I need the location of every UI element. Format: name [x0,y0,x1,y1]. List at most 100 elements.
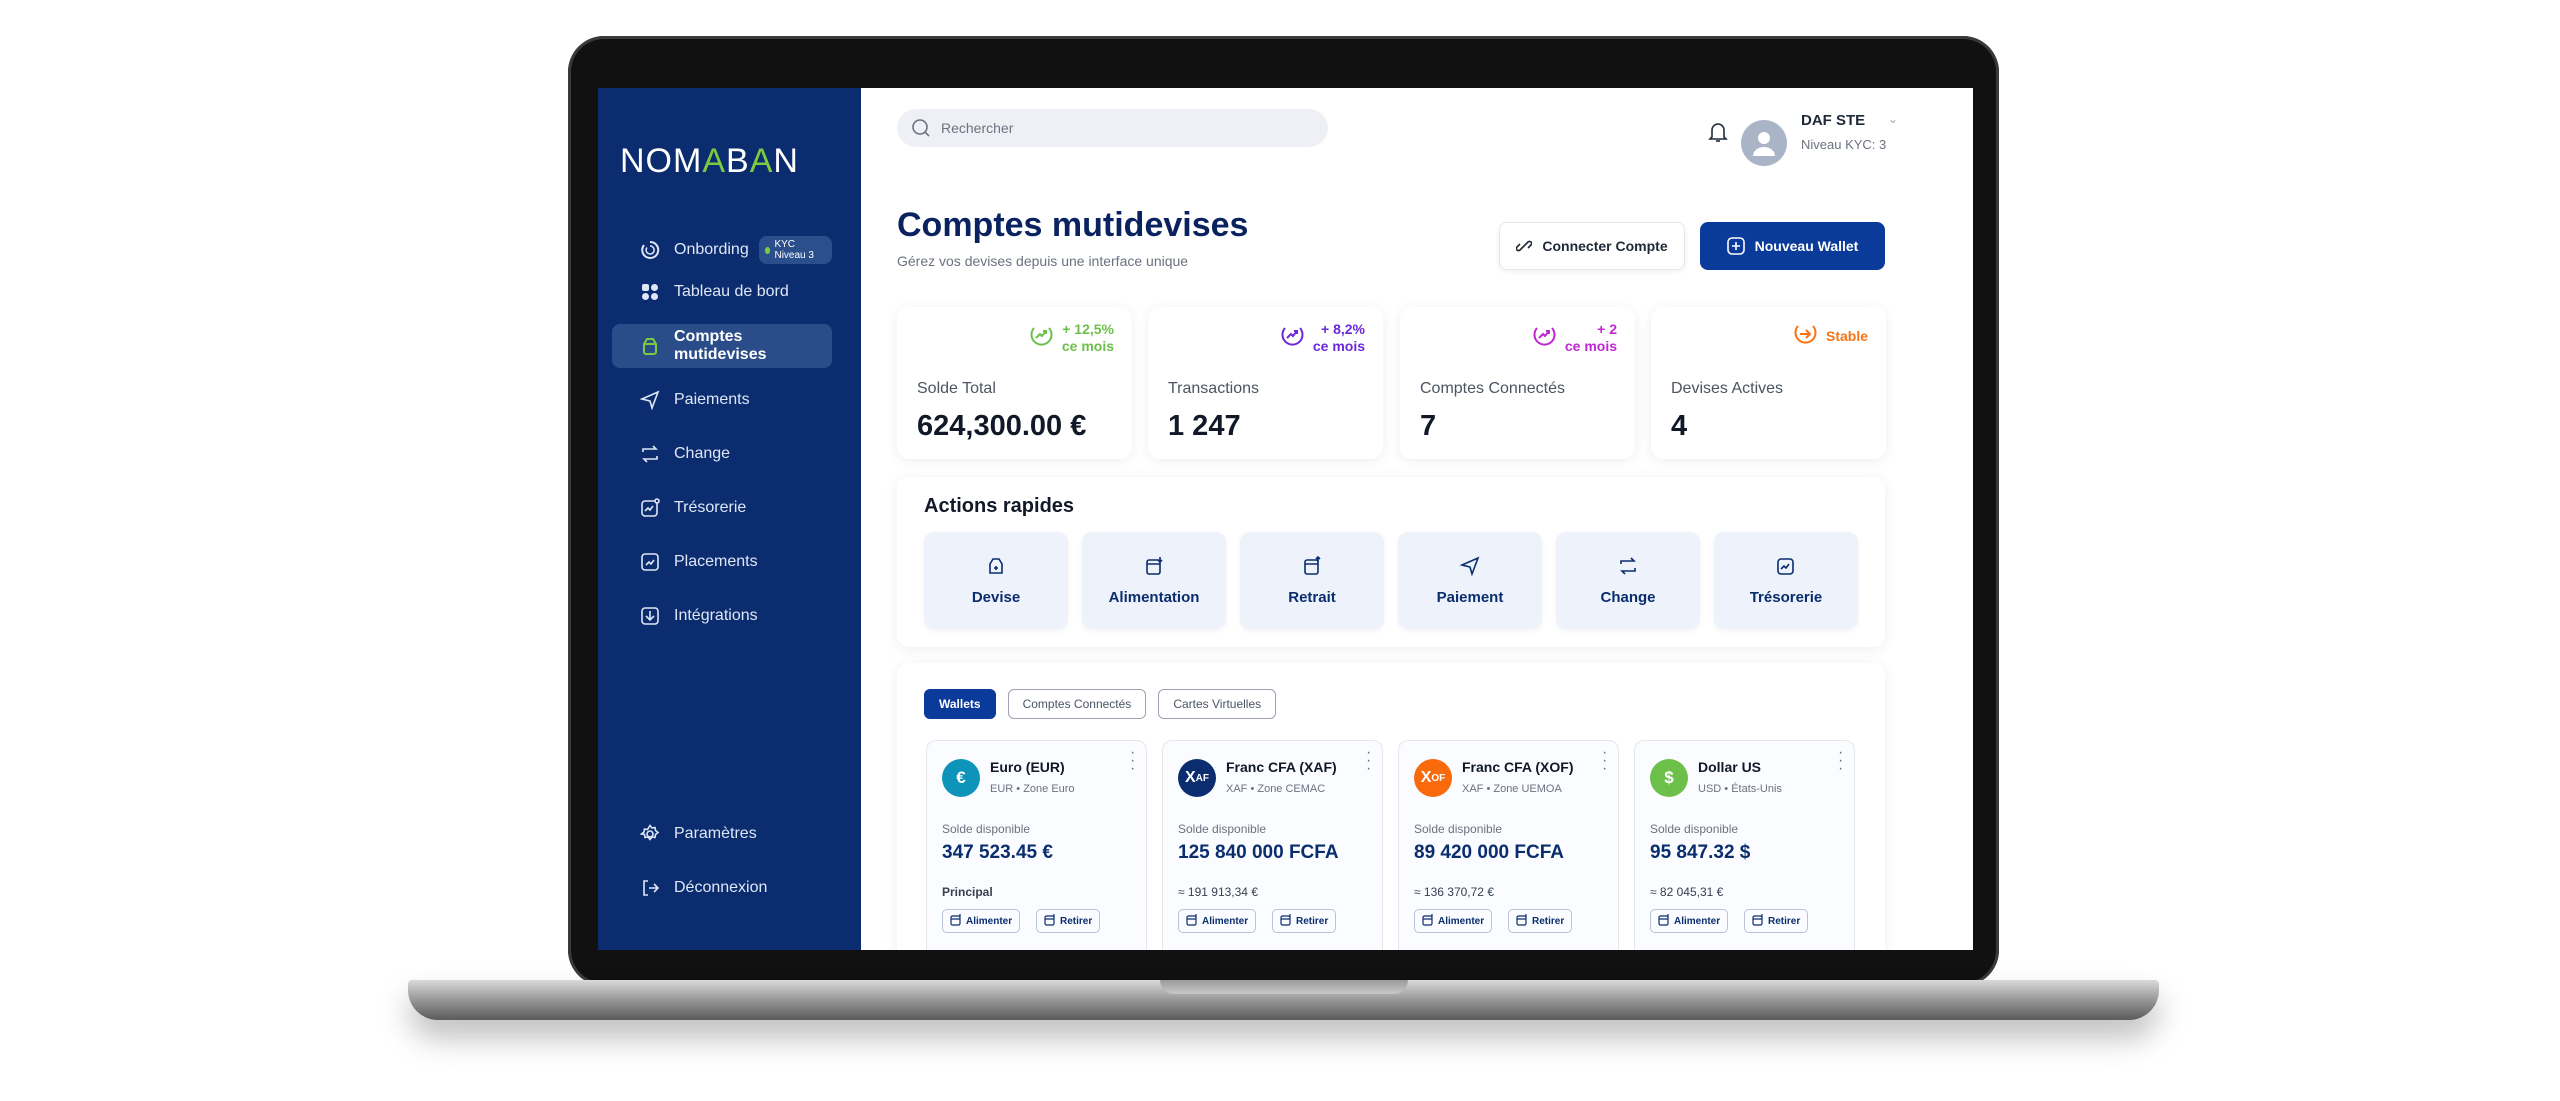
wallet-card[interactable]: X AF Franc CFA (XAF) XAF • Zone CEMAC · · ·… [1162,740,1383,950]
wallet-extra: ≈ 82 045,31 € [1650,885,1724,899]
bell-icon[interactable] [1708,121,1728,143]
trend-up-icon [1028,323,1054,353]
app-screen: NOMABAN Onbording KYC Niveau 3 Tableau d… [598,88,1973,950]
sidebar-item-label: Change [674,445,731,462]
top-up-icon [1658,913,1670,929]
quick-action-label: Trésorerie [1749,589,1823,606]
quick-action-label: Change [1600,589,1656,606]
more-options-icon[interactable]: · · · [1130,744,1136,777]
trend-value: + 2 [1597,321,1617,337]
trend-up-icon [1531,323,1557,353]
stat-card: + 12,5% ce mois Solde Total 624,300.00 € [897,307,1132,459]
fund-button[interactable]: Alimenter [1650,909,1729,933]
laptop-base [408,980,2159,1020]
balance-label: Solde disponible [1414,822,1503,836]
wallet-card[interactable]: X OF Franc CFA (XOF) XAF • Zone UEMOA · · ·… [1398,740,1619,950]
fund-button[interactable]: Alimenter [942,909,1021,933]
user-kyc-level: Niveau KYC: 3 [1801,137,1887,152]
sidebar-item-integrations[interactable]: Intégrations [612,594,832,638]
stat-card: Stable Devises Actives 4 [1651,307,1886,459]
wallet-subtitle: XAF • Zone UEMOA [1462,783,1562,795]
user-name[interactable]: DAF STE [1801,112,1866,129]
withdraw-icon [1752,913,1764,929]
more-options-icon[interactable]: · · · [1602,744,1608,777]
trend-value: + 12,5% [1062,321,1114,337]
sidebar: NOMABAN Onbording KYC Niveau 3 Tableau d… [598,88,861,950]
sidebar-item-change[interactable]: Change [612,432,832,476]
currency-symbol-icon: € [942,759,980,797]
withdraw-button[interactable]: Retirer [1508,909,1573,933]
withdraw-button[interactable]: Retirer [1036,909,1101,933]
trend-indicator: + 12,5% ce mois [1028,321,1114,355]
trend-indicator: + 2 ce mois [1531,321,1617,355]
search-input[interactable]: Rechercher [897,109,1328,147]
quick-action-5[interactable]: Trésorerie [1714,532,1858,629]
wallet-icon [643,338,657,355]
sidebar-item-onbording[interactable]: Onbording KYC Niveau 3 [612,228,832,272]
connect-account-button[interactable]: Connecter Compte [1499,222,1685,270]
fund-label: Alimenter [966,915,1013,927]
wallet-card[interactable]: $ Dollar US USD • États-Unis · · · Solde d… [1634,740,1855,950]
search-icon [912,119,930,137]
withdraw-label: Retirer [1532,915,1565,927]
new-wallet-button[interactable]: Nouveau Wallet [1700,222,1885,270]
quick-action-4[interactable]: Change [1556,532,1700,629]
tab-1[interactable]: Comptes Connectés [1007,689,1147,719]
sidebar-item-paiements[interactable]: Paiements [612,378,832,422]
more-options-icon[interactable]: · · · [1838,744,1844,777]
fund-button[interactable]: Alimenter [1178,909,1257,933]
more-options-icon[interactable]: · · · [1366,744,1372,777]
progress-icon [641,240,660,259]
trend-period: ce mois [1061,338,1114,354]
wallet-name: Euro (EUR) [990,759,1065,775]
sidebar-item-label: Comptes mutidevises [674,328,767,363]
invest-icon [641,553,659,571]
send-icon [1459,556,1480,577]
stat-label: Devises Actives [1671,380,1784,397]
wallet-extra: ≈ 136 370,72 € [1414,885,1494,899]
wallets-panel: Wallets Comptes Connectés Cartes Virtuelle… [897,663,1885,950]
new-wallet-label: Nouveau Wallet [1754,238,1859,254]
quick-action-3[interactable]: Paiement [1398,532,1542,629]
sidebar-item-parametres[interactable]: Paramètres [612,812,832,856]
wallet-subtitle: XAF • Zone CEMAC [1226,783,1326,795]
tab-2[interactable]: Cartes Virtuelles [1158,689,1277,719]
quick-action-1[interactable]: Alimentation [1082,532,1226,629]
trend-period: ce mois [1564,338,1617,354]
wallet-name: Franc CFA (XAF) [1226,759,1337,775]
grid-icon [642,284,658,300]
sidebar-item-comptes-mutidevises[interactable]: Comptes mutidevises [612,324,832,368]
exchange-icon [642,445,658,463]
chevron-down-icon[interactable]: ⌄ [1888,112,1899,126]
fund-label: Alimenter [1674,915,1721,927]
wallet-card[interactable]: € Euro (EUR) EUR • Zone Euro · · · Solde d… [926,740,1147,950]
tab-0[interactable]: Wallets [924,689,996,719]
sidebar-item-tresorerie[interactable]: Trésorerie [612,486,832,530]
trend-value: + 8,2% [1321,321,1365,337]
sidebar-item-placements[interactable]: Placements [612,540,832,584]
stat-card: + 8,2% ce mois Transactions 1 247 [1148,307,1383,459]
avatar[interactable] [1741,120,1787,166]
withdraw-label: Retirer [1060,915,1093,927]
top-up-icon [1146,557,1163,575]
stat-label: Solde Total [917,380,996,397]
withdraw-button[interactable]: Retirer [1272,909,1337,933]
sidebar-item-tableau-de-bord[interactable]: Tableau de bord [612,270,832,314]
quick-action-2[interactable]: Retrait [1240,532,1384,629]
trend-period: ce mois [1312,338,1365,354]
currency-symbol-icon: X AF [1178,759,1216,797]
quick-action-0[interactable]: Devise [924,532,1068,629]
withdraw-icon [1044,913,1056,929]
withdraw-button[interactable]: Retirer [1744,909,1809,933]
quick-action-label: Alimentation [1108,589,1200,606]
sidebar-item-deconnexion[interactable]: Déconnexion [612,866,832,910]
trend-stable-icon [1792,321,1818,351]
fund-button[interactable]: Alimenter [1414,909,1493,933]
page-title: Comptes mutidevises [897,206,1249,244]
plus-icon [1726,237,1745,255]
withdraw-icon [1304,555,1321,575]
link-icon [1516,240,1533,252]
wallet-balance: 347 523.45 € [942,842,1053,863]
user-icon [1753,132,1775,156]
sidebar-item-label: Déconnexion [674,879,768,896]
